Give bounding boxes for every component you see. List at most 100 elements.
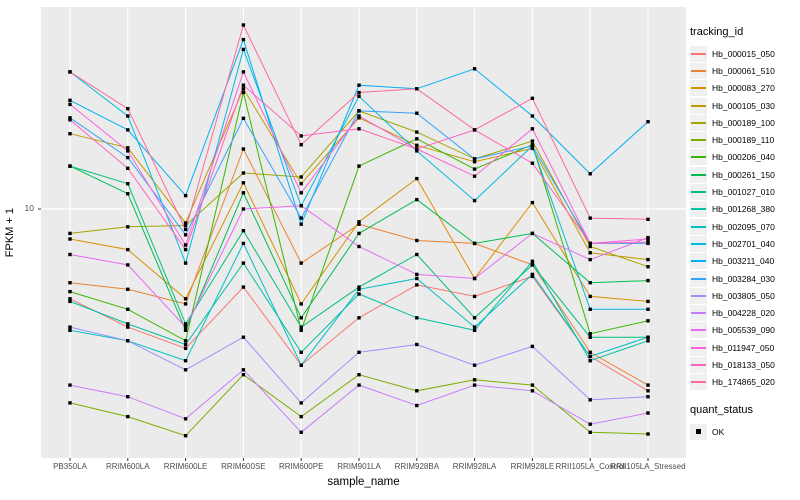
data-point-Hb_000061_510-RRII105LA_Control [588,350,592,354]
x-tick-label-RRIM600PE: RRIM600PE [278,462,324,471]
data-point-Hb_005539_090-RRIM928LE [530,231,535,236]
data-point-Hb_003805_050-RRIM600SE [241,335,246,339]
data-point-Hb_002095_070-RRIM928BA [415,276,419,281]
legend-entry-Hb_003805_050: Hb_003805_050 [690,287,800,304]
legend-line-swatch-icon [691,277,706,280]
data-point-Hb_005539_090-RRIM600LA [126,263,130,267]
y-axis-title-text: FPKM + 1 [4,207,16,258]
data-point-Hb_000015_050-RRIM928BA [415,283,419,287]
legend-line-swatch-icon [691,69,706,72]
data-point-Hb_011947_050-RRIM600PE [299,191,303,195]
data-point-Hb_000206_040-RRIM600SE [241,90,246,95]
data-point-Hb_000206_040-RRIM600LE [183,339,188,343]
data-point-Hb_011947_050-RRIM600SE [241,70,246,74]
legend-entry-label: Hb_000015_050 [712,48,775,59]
legend-entry-Hb_002701_040: Hb_002701_040 [690,235,800,252]
legend-line-swatch-icon [691,208,706,211]
data-point-Hb_000189_110-RRIM928BA [415,389,419,393]
data-point-Hb_011947_050-RRIM928LE [530,127,535,131]
data-point-Hb_174865_020-RRIM928LA [472,128,477,132]
data-point-Hb_002701_040-RRII105LA_Stressed [646,307,650,311]
data-point-Hb_000105_030-RRIM600PE [299,182,303,186]
data-point-Hb_000189_110-RRIM600SE [241,373,246,377]
legend: tracking_id Hb_000015_050 Hb_000061_510 Hb… [690,26,800,440]
legend-line-swatch-icon [691,312,706,315]
legend-line-swatch-icon [691,363,706,366]
legend-line-swatch-icon [691,121,706,124]
legend-entry-Hb_003284_030: Hb_003284_030 [690,270,800,287]
x-tick-label-RRIM928BA: RRIM928BA [394,462,440,471]
data-point-Hb_002095_070-RRIM600SE [241,241,246,246]
data-point-Hb_000189_100-RRIM600PE [299,175,303,179]
data-point-Hb_004228_020-RRII105LA_Control [588,422,592,426]
data-point-Hb_004228_020-RRIM600SE [241,368,246,372]
data-point-Hb_002701_040-RRIM928BA [415,149,419,153]
data-point-Hb_000189_110-RRIM901LA [357,373,361,377]
legend-key [690,374,707,391]
legend-entry-Hb_001027_010: Hb_001027_010 [690,183,800,201]
legend-key [690,305,707,322]
legend-entry-Hb_000083_270: Hb_000083_270 [690,80,800,97]
data-point-Hb_000261_150-RRII105LA_Stressed [646,278,650,283]
legend-entry-Hb_001268_380: Hb_001268_380 [690,201,800,218]
legend-key [690,80,707,97]
data-point-Hb_005539_090-RRII105LA_Control [588,257,592,262]
data-point-Hb_000083_270-RRIM600LE [183,297,188,301]
data-point-Hb_000206_040-RRIM928LA [472,167,477,171]
x-tick-label-RRIM600SE: RRIM600SE [221,462,266,471]
x-axis-title: sample_name [327,476,400,488]
x-tick-label-PB350LA: PB350LA [53,462,87,471]
data-point-Hb_003211_040-RRII105LA_Stressed [646,120,650,124]
data-point-Hb_003805_050-RRIM928BA [415,342,419,347]
data-point-Hb_003284_030-RRIM928LA [472,157,477,161]
data-point-Hb_002701_040-RRIM600LA [126,114,130,118]
data-point-Hb_174865_020-RRII105LA_Control [588,216,592,220]
data-point-Hb_001027_010-RRIM600PE [299,325,303,329]
data-point-Hb_174865_020-RRIM600LE [183,227,188,232]
legend-entry-label: Hb_018133_050 [712,359,775,370]
data-point-Hb_011947_050-RRIM928LA [472,174,477,178]
legend-line-swatch-icon [691,173,706,176]
legend-entry-Hb_000206_040: Hb_000206_040 [690,149,800,166]
legend-entry-label: Hb_000261_150 [712,169,775,180]
data-point-Hb_018133_050-RRII105LA_Stressed [646,240,650,244]
data-point-Hb_000189_100-PB350LA [68,231,72,236]
data-point-Hb_000189_110-RRIM928LA [472,378,477,382]
x-tick-label-RRIM600LA: RRIM600LA [106,462,150,471]
data-point-Hb_000015_050-RRIM928LA [472,294,477,299]
data-point-Hb_011947_050-RRII105LA_Stressed [646,237,650,241]
data-point-Hb_001268_380-RRIM600PE [299,350,303,354]
data-point-Hb_000083_270-RRIM600LA [126,247,130,252]
legend-key [690,62,707,79]
x-tick-label-RRIM901LA: RRIM901LA [337,462,381,471]
data-point-Hb_002095_070-PB350LA [68,328,72,332]
data-point-Hb_174865_020-RRII105LA_Stressed [646,217,650,221]
data-point-Hb_003805_050-RRIM600LE [183,368,188,372]
legend-key [690,218,707,235]
data-point-Hb_004228_020-RRIM600PE [299,430,303,434]
legend-key [690,423,707,440]
data-point-Hb_003805_050-RRII105LA_Control [588,398,592,402]
legend-key [690,287,707,304]
data-point-Hb_000083_270-RRIM928LE [530,200,535,205]
data-point-Hb_174865_020-RRIM928BA [415,87,419,91]
data-point-Hb_001268_380-RRIM928LA [472,328,477,332]
data-point-Hb_005539_090-RRIM600SE [241,207,246,211]
data-point-Hb_001268_380-RRII105LA_Stressed [646,339,650,343]
data-point-Hb_003805_050-RRIM928LA [472,363,477,367]
data-point-Hb_000189_110-RRIM928LE [530,383,535,387]
data-point-Hb_003284_030-RRIM600LE [183,233,188,237]
data-point-Hb_000105_030-RRIM600LE [183,221,188,225]
data-point-Hb_005539_090-RRIM901LA [357,244,361,249]
data-point-Hb_000105_030-PB350LA [68,132,72,136]
legend-entry-label: Hb_002095_070 [712,221,775,232]
legend-line-swatch-icon [691,52,706,55]
data-point-Hb_005539_090-RRIM600LE [183,325,188,329]
data-point-Hb_004228_020-RRII105LA_Stressed [646,411,650,415]
data-point-Hb_002095_070-RRIM928LA [472,325,477,329]
data-point-Hb_000061_510-RRII105LA_Stressed [646,383,650,387]
data-point-Hb_000189_110-RRIM600PE [299,414,303,419]
data-point-Hb_001268_380-RRIM600LE [183,342,188,347]
data-point-Hb_004228_020-RRIM600LA [126,395,130,399]
